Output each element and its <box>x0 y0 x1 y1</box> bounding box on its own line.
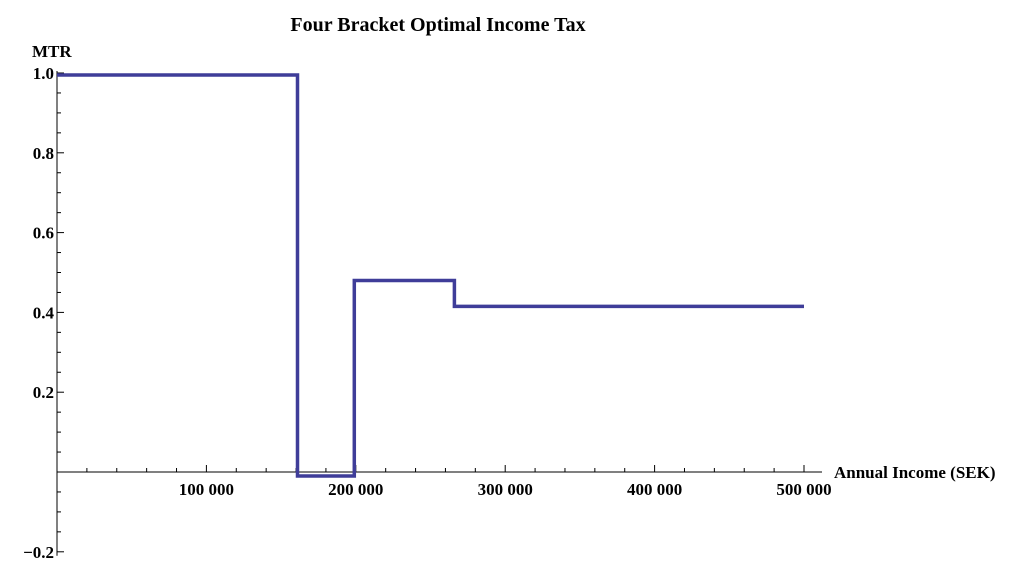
chart-title: Four Bracket Optimal Income Tax <box>290 14 585 36</box>
x-tick-label: 500 000 <box>776 480 831 499</box>
x-tick-label: 100 000 <box>179 480 234 499</box>
y-tick-label: 0.6 <box>33 224 54 243</box>
y-tick-label: 0.8 <box>33 144 54 163</box>
y-tick-label: −0.2 <box>23 543 54 562</box>
x-axis-label: Annual Income (SEK) <box>834 463 996 482</box>
series-line <box>57 73 804 478</box>
x-tick-label: 300 000 <box>478 480 533 499</box>
y-tick-label: 0.2 <box>33 383 54 402</box>
x-tick-label: 200 000 <box>328 480 383 499</box>
y-axis-label: MTR <box>32 42 72 61</box>
x-tick-label: 400 000 <box>627 480 682 499</box>
y-tick-label: 1.0 <box>33 64 54 83</box>
y-tick-label: 0.4 <box>33 303 55 322</box>
